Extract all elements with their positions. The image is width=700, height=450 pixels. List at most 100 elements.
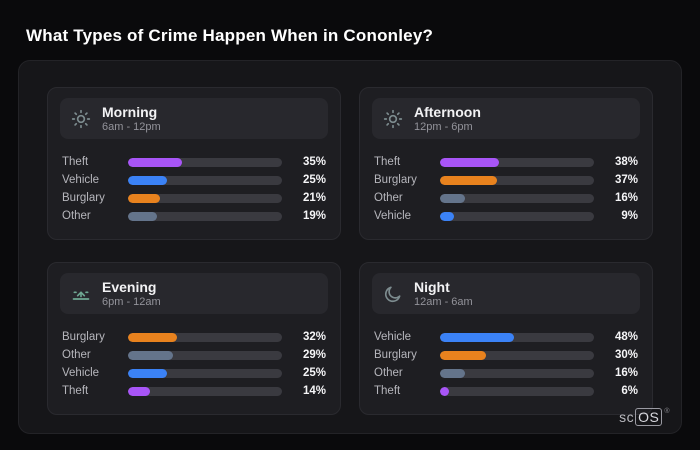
card-night-titles: Night 12am - 6am bbox=[414, 279, 473, 308]
crime-percent: 16% bbox=[614, 192, 638, 204]
registered-mark: ® bbox=[664, 408, 670, 415]
bar-track bbox=[128, 368, 282, 378]
card-afternoon: Afternoon 12pm - 6pm Theft 38% Burglary 37%… bbox=[359, 87, 653, 240]
scos-logo-prefix: sc bbox=[619, 409, 635, 425]
card-evening-titles: Evening 6pm - 12am bbox=[102, 279, 161, 308]
card-title: Evening bbox=[102, 279, 157, 295]
card-morning-rows: Theft 35% Vehicle 25% Burglary 21% Other 19% bbox=[60, 151, 328, 231]
crime-percent: 30% bbox=[614, 349, 638, 361]
bar-fill bbox=[440, 332, 514, 342]
crime-label: Theft bbox=[374, 156, 401, 168]
card-evening: Evening 6pm - 12am Burglary 32% Other 29% Ve… bbox=[47, 262, 341, 415]
bar-fill bbox=[440, 175, 497, 185]
bar-track bbox=[128, 350, 282, 360]
crime-percent: 19% bbox=[302, 210, 326, 222]
crime-label: Vehicle bbox=[62, 367, 100, 379]
crime-row: Other 29% bbox=[62, 346, 326, 364]
cards-grid: Morning 6am - 12pm Theft 35% Vehicle 25% Bur… bbox=[47, 87, 653, 415]
crime-row: Vehicle 25% bbox=[62, 171, 326, 189]
crime-percent: 9% bbox=[621, 210, 638, 222]
card-night-header: Night 12am - 6am bbox=[372, 273, 640, 314]
scos-logo-boxed: OS bbox=[635, 408, 663, 426]
bar-track bbox=[440, 332, 594, 342]
card-night: Night 12am - 6am Vehicle 48% Burglary 30% Ot… bbox=[359, 262, 653, 415]
bar-fill bbox=[128, 386, 150, 396]
card-subtitle: 6am - 12pm bbox=[102, 121, 161, 133]
sun-icon bbox=[70, 108, 92, 130]
crime-row: Vehicle 9% bbox=[374, 207, 638, 225]
bar-fill bbox=[440, 193, 465, 203]
bar-track bbox=[440, 193, 594, 203]
crime-label: Burglary bbox=[374, 349, 417, 361]
card-afternoon-titles: Afternoon 12pm - 6pm bbox=[414, 104, 481, 133]
crime-row: Theft 6% bbox=[374, 382, 638, 400]
bar-fill bbox=[128, 175, 167, 185]
crime-row: Theft 35% bbox=[62, 153, 326, 171]
moon-icon bbox=[382, 283, 404, 305]
crime-row: Other 16% bbox=[374, 189, 638, 207]
crime-label: Vehicle bbox=[62, 174, 100, 186]
card-title: Morning bbox=[102, 104, 158, 120]
card-title: Night bbox=[414, 279, 450, 295]
card-evening-header: Evening 6pm - 12am bbox=[60, 273, 328, 314]
crime-row: Vehicle 25% bbox=[62, 364, 326, 382]
bar-track bbox=[440, 350, 594, 360]
bar-track bbox=[440, 157, 594, 167]
bar-fill bbox=[440, 368, 465, 378]
card-afternoon-header: Afternoon 12pm - 6pm bbox=[372, 98, 640, 139]
page-title: What Types of Crime Happen When in Conon… bbox=[26, 26, 434, 45]
crime-label: Burglary bbox=[374, 174, 417, 186]
bar-fill bbox=[128, 332, 178, 342]
crime-label: Other bbox=[62, 349, 91, 361]
card-subtitle: 6pm - 12am bbox=[102, 296, 161, 308]
bar-fill bbox=[440, 350, 487, 360]
crime-percent: 32% bbox=[302, 331, 326, 343]
crime-stats-panel: Morning 6am - 12pm Theft 35% Vehicle 25% Bur… bbox=[18, 60, 682, 434]
crime-label: Other bbox=[374, 367, 403, 379]
crime-percent: 16% bbox=[614, 367, 638, 379]
bar-fill bbox=[440, 386, 450, 396]
bar-track bbox=[128, 193, 282, 203]
crime-label: Burglary bbox=[62, 192, 105, 204]
crime-percent: 35% bbox=[302, 156, 326, 168]
card-evening-rows: Burglary 32% Other 29% Vehicle 25% Theft 14% bbox=[60, 326, 328, 406]
card-night-rows: Vehicle 48% Burglary 30% Other 16% Theft 6% bbox=[372, 326, 640, 406]
crime-percent: 25% bbox=[302, 174, 326, 186]
crime-label: Burglary bbox=[62, 331, 105, 343]
scos-logo: sc OS ® bbox=[619, 408, 670, 426]
crime-percent: 6% bbox=[621, 385, 638, 397]
crime-label: Theft bbox=[374, 385, 401, 397]
bar-track bbox=[128, 157, 282, 167]
sun-icon bbox=[382, 108, 404, 130]
bar-fill bbox=[440, 157, 499, 167]
crime-label: Theft bbox=[62, 385, 89, 397]
crime-label: Theft bbox=[62, 156, 89, 168]
crime-row: Vehicle 48% bbox=[374, 328, 638, 346]
card-subtitle: 12pm - 6pm bbox=[414, 121, 473, 133]
crime-row: Theft 14% bbox=[62, 382, 326, 400]
crime-label: Vehicle bbox=[374, 210, 412, 222]
bar-track bbox=[440, 368, 594, 378]
crime-row: Burglary 21% bbox=[62, 189, 326, 207]
crime-row: Other 16% bbox=[374, 364, 638, 382]
bar-track bbox=[128, 386, 282, 396]
bar-fill bbox=[440, 211, 454, 221]
card-morning-titles: Morning 6am - 12pm bbox=[102, 104, 161, 133]
crime-row: Burglary 37% bbox=[374, 171, 638, 189]
crime-row: Theft 38% bbox=[374, 153, 638, 171]
crime-label: Vehicle bbox=[374, 331, 412, 343]
bar-fill bbox=[128, 211, 158, 221]
bar-fill bbox=[128, 157, 182, 167]
sunset-icon bbox=[70, 283, 92, 305]
crime-row: Other 19% bbox=[62, 207, 326, 225]
bar-track bbox=[128, 332, 282, 342]
crime-row: Burglary 30% bbox=[374, 346, 638, 364]
card-morning-header: Morning 6am - 12pm bbox=[60, 98, 328, 139]
card-morning: Morning 6am - 12pm Theft 35% Vehicle 25% Bur… bbox=[47, 87, 341, 240]
crime-percent: 37% bbox=[614, 174, 638, 186]
bar-track bbox=[440, 211, 594, 221]
crime-row: Burglary 32% bbox=[62, 328, 326, 346]
crime-percent: 29% bbox=[302, 349, 326, 361]
bar-track bbox=[128, 175, 282, 185]
crime-label: Other bbox=[374, 192, 403, 204]
